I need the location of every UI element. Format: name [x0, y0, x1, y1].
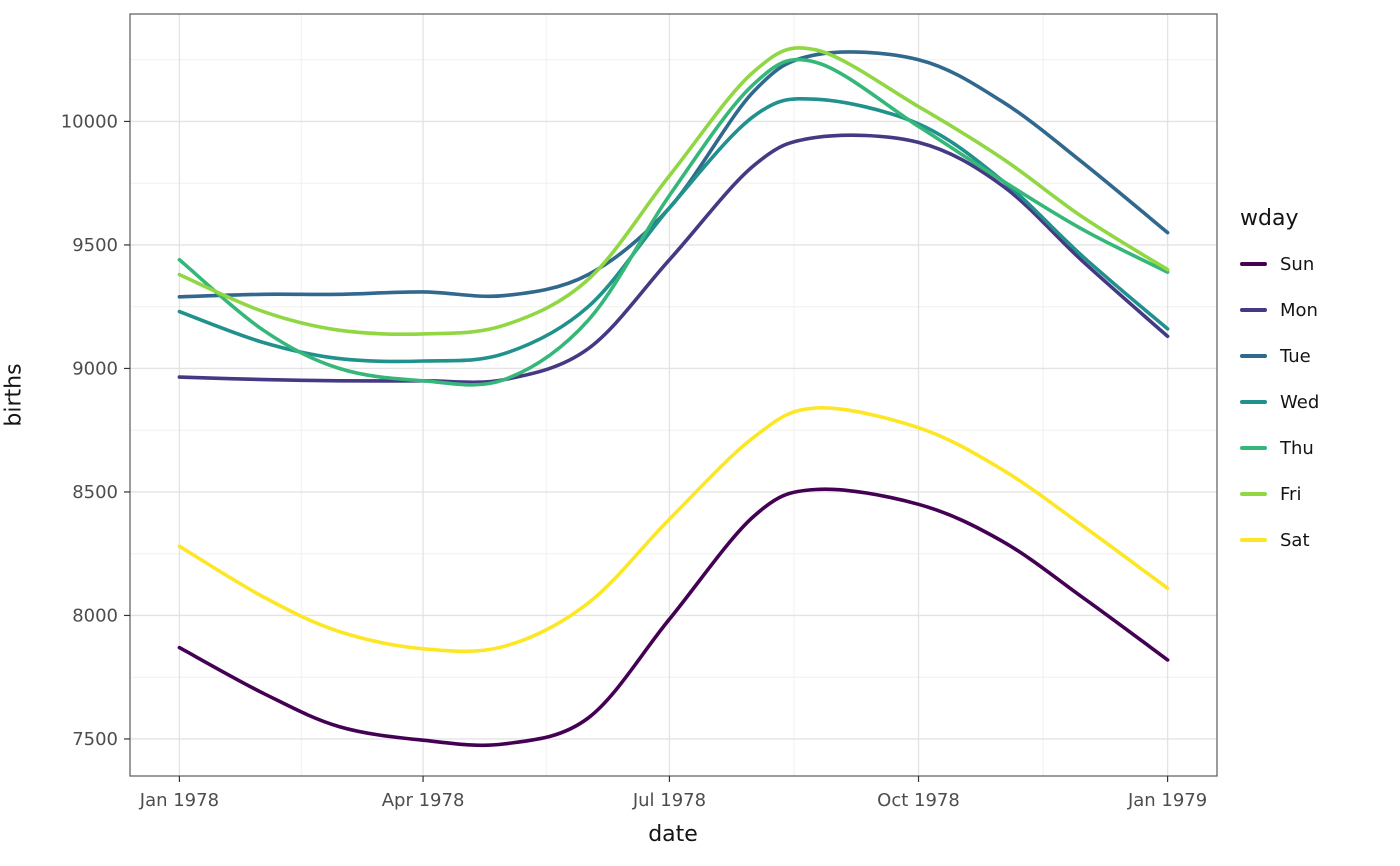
legend-label: Wed: [1280, 391, 1320, 413]
x-tick-label: Jul 1978: [632, 790, 706, 811]
legend-key-line-fri: [1240, 492, 1267, 496]
legend-entry-sun: Sun: [1240, 241, 1319, 287]
y-tick-label: 10000: [61, 111, 118, 132]
legend-entry-tue: Tue: [1240, 333, 1319, 379]
legend-label: Sat: [1280, 529, 1310, 551]
legend: wday Sun Mon Tue Wed Thu Fri Sat: [1240, 206, 1319, 563]
series-line-mon: [177, 133, 1170, 385]
series-line-sat: [177, 406, 1170, 654]
legend-label: Sun: [1280, 253, 1315, 275]
series-line-thu: [177, 57, 1170, 387]
legend-key-line-mon: [1240, 308, 1267, 312]
legend-key-line-sat: [1240, 538, 1267, 542]
legend-label: Mon: [1280, 299, 1318, 321]
legend-key-line-sun: [1240, 262, 1267, 266]
y-tick-label: 9500: [72, 235, 118, 256]
y-tick-label: 8000: [72, 605, 118, 626]
y-tick-label: 8500: [72, 482, 118, 503]
panel-background: [130, 14, 1217, 776]
legend-key-line-thu: [1240, 446, 1267, 450]
x-tick-label: Jan 1979: [1127, 790, 1207, 811]
legend-entries: Sun Mon Tue Wed Thu Fri Sat: [1240, 241, 1319, 563]
series-line-sun: [177, 487, 1170, 748]
x-axis-title: date: [648, 822, 698, 847]
legend-key-line-tue: [1240, 354, 1267, 358]
series-line-fri: [177, 46, 1170, 336]
legend-entry-sat: Sat: [1240, 517, 1319, 563]
legend-entry-wed: Wed: [1240, 379, 1319, 425]
x-tick-label: Apr 1978: [382, 790, 465, 811]
x-tick-label: Jan 1978: [139, 790, 219, 811]
legend-key-line-wed: [1240, 400, 1267, 404]
y-axis-title: births: [1, 363, 27, 427]
panel-border: [129, 13, 1218, 777]
legend-label: Thu: [1280, 437, 1314, 459]
x-tick-label: Oct 1978: [877, 790, 960, 811]
legend-entry-thu: Thu: [1240, 425, 1319, 471]
legend-label: Fri: [1280, 483, 1302, 505]
legend-title: wday: [1240, 206, 1299, 231]
y-tick-label: 9000: [72, 358, 118, 379]
legend-entry-fri: Fri: [1240, 471, 1319, 517]
y-tick-label: 7500: [72, 729, 118, 750]
legend-label: Tue: [1280, 345, 1311, 367]
legend-entry-mon: Mon: [1240, 287, 1319, 333]
